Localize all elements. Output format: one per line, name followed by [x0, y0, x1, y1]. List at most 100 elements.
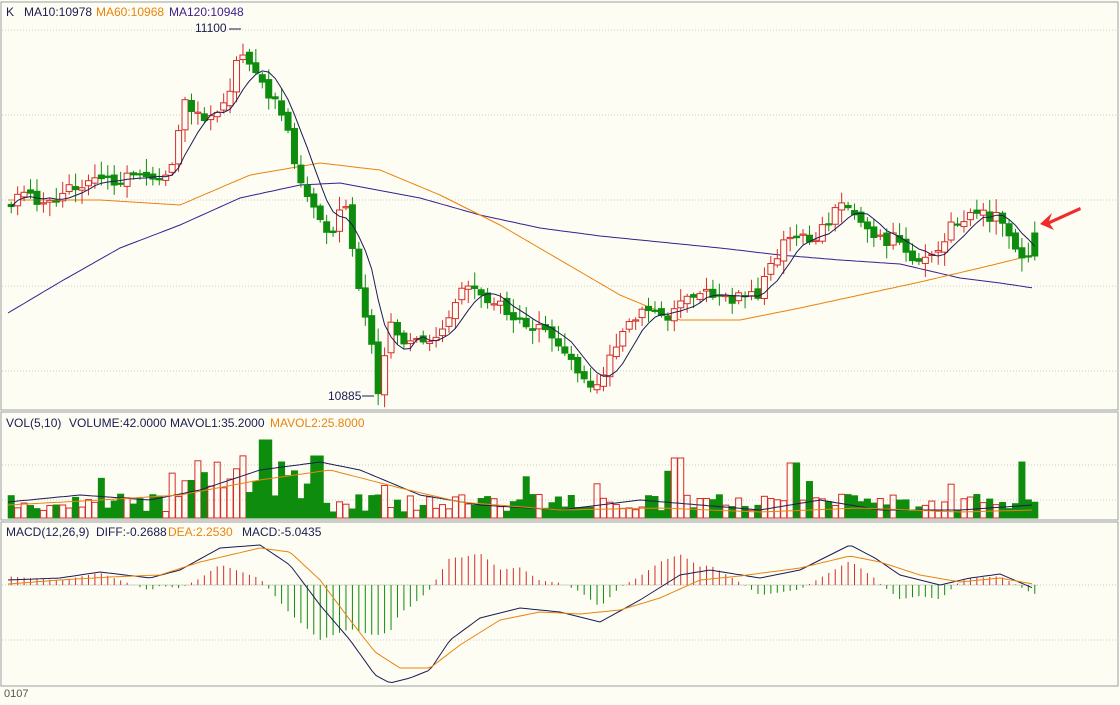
candle-body: [181, 99, 189, 131]
volume-bar: [278, 461, 286, 519]
volume-bar: [329, 511, 337, 519]
volume-bar: [484, 496, 492, 519]
volume-bar: [1024, 499, 1032, 519]
volume-bar: [490, 498, 498, 519]
volume-bar: [46, 504, 54, 519]
volume-bar: [59, 504, 67, 519]
candle-body: [999, 212, 1007, 224]
volume-bar: [110, 500, 118, 519]
volume-bar: [902, 499, 910, 519]
ma120-line-path: [7, 182, 1033, 314]
volume-bar: [599, 497, 607, 519]
volume-bar: [580, 506, 588, 519]
candle-body: [651, 309, 659, 312]
volume-bar: [348, 508, 356, 519]
mavol2-line: [7, 469, 1033, 513]
candle-body: [838, 202, 846, 211]
candle-body: [529, 328, 537, 331]
volume-bar: [181, 480, 189, 519]
ma60-line-path: [8, 162, 1033, 321]
volume-bar: [1018, 461, 1026, 519]
ma120-line: [7, 182, 1033, 314]
volume-bar: [908, 510, 916, 519]
volume-bar: [52, 504, 60, 519]
volume-bar: [889, 494, 897, 519]
volume-bar: [316, 455, 324, 519]
volume-bar: [72, 496, 80, 519]
ma10-line-path: [10, 70, 1036, 377]
volume-bar: [233, 468, 241, 519]
candle-body: [561, 346, 569, 354]
volume-bar: [870, 502, 878, 519]
volume-bar: [381, 484, 389, 519]
candle-body: [381, 355, 389, 396]
candle-body: [863, 221, 871, 230]
volume-bar: [780, 500, 788, 519]
candle-body: [767, 263, 775, 275]
candle-body: [902, 238, 910, 253]
candle-body: [670, 308, 678, 322]
volume-bar: [419, 504, 427, 519]
volume-panel-border: [0, 411, 1119, 521]
candle-body: [844, 204, 852, 209]
volume-bar: [194, 460, 202, 519]
volume-bar: [91, 501, 99, 519]
volume-bar: [587, 506, 595, 519]
candle-body: [490, 303, 498, 306]
volume-bar: [915, 506, 923, 519]
low-price-label: 10885: [328, 389, 362, 403]
candle-body: [690, 294, 698, 298]
macd-panel-border: [0, 521, 1119, 687]
candle-body: [1011, 232, 1019, 250]
volume-bar: [33, 508, 41, 519]
volume-bar: [831, 505, 839, 519]
volume-bar: [239, 455, 247, 519]
volume-bar: [7, 495, 15, 519]
candle-body: [445, 317, 453, 327]
candle-body: [348, 204, 356, 249]
volume-bar: [361, 510, 369, 519]
volume-bar: [947, 483, 955, 519]
volume-bar: [651, 496, 659, 519]
candle-body: [168, 164, 176, 173]
candle-body: [702, 288, 710, 292]
volume-bar: [477, 498, 485, 519]
candle-body: [870, 226, 878, 239]
volume-bar: [284, 475, 292, 519]
candle-body: [587, 380, 595, 388]
volume-bar: [979, 502, 987, 519]
volume-bar: [625, 507, 633, 519]
ma60-legend: MA60:10968: [96, 5, 164, 19]
candle-body: [52, 200, 60, 203]
candle-body: [374, 341, 382, 395]
volume-bar: [657, 510, 665, 519]
candle-body: [130, 172, 138, 176]
candle-body: [393, 321, 401, 336]
volume-bar: [374, 494, 382, 519]
candle-body: [554, 338, 562, 347]
candle-body: [793, 235, 801, 239]
volume-bar: [516, 499, 524, 519]
volume-bar: [14, 507, 22, 519]
candle-body: [226, 90, 234, 107]
candle-body: [46, 199, 54, 203]
volume-bar: [245, 492, 253, 519]
candle-body: [735, 292, 743, 302]
volume-bar: [290, 470, 298, 519]
candle-body: [336, 209, 344, 232]
volume-bar: [104, 507, 112, 519]
candle-body: [657, 308, 665, 316]
candle-body: [97, 174, 105, 180]
candle-body: [27, 189, 35, 194]
volume-bar: [554, 496, 562, 519]
volume-bar: [368, 495, 376, 519]
candle-body: [503, 297, 511, 315]
volume-bar: [310, 455, 318, 519]
volume-bar: [632, 509, 640, 519]
panel-borders: [0, 1, 1119, 687]
volume-bar: [645, 495, 653, 519]
volume-bar: [664, 470, 672, 519]
ma10-line: [10, 70, 1036, 377]
candle-body: [567, 353, 575, 360]
